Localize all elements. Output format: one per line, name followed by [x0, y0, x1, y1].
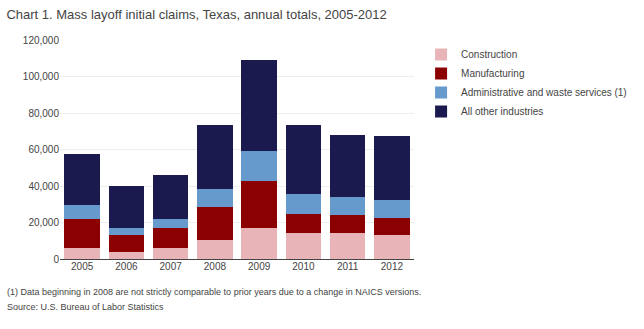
svg-text:100,000: 100,000 — [23, 71, 60, 82]
svg-text:Manufacturing: Manufacturing — [461, 68, 524, 79]
svg-text:0: 0 — [53, 254, 59, 265]
svg-text:2009: 2009 — [248, 261, 271, 272]
svg-text:2011: 2011 — [337, 261, 359, 272]
svg-text:2012: 2012 — [381, 261, 404, 272]
svg-text:2008: 2008 — [204, 261, 227, 272]
svg-text:80,000: 80,000 — [28, 108, 59, 119]
svg-text:2006: 2006 — [115, 261, 138, 272]
svg-text:Construction: Construction — [461, 49, 517, 60]
svg-text:2005: 2005 — [71, 261, 94, 272]
svg-text:Administrative and waste servi: Administrative and waste services (1) — [461, 87, 627, 98]
svg-text:60,000: 60,000 — [28, 144, 59, 155]
svg-text:Chart 1. Mass layoff initial c: Chart 1. Mass layoff initial claims, Tex… — [6, 7, 386, 22]
svg-text:2010: 2010 — [292, 261, 315, 272]
svg-text:2007: 2007 — [160, 261, 183, 272]
svg-text:40,000: 40,000 — [28, 181, 59, 192]
svg-text:120,000: 120,000 — [23, 35, 60, 46]
svg-text:(1) Data beginning in 2008 are: (1) Data beginning in 2008 are not stric… — [7, 287, 421, 297]
svg-text:20,000: 20,000 — [28, 217, 59, 228]
svg-text:Source: U.S. Bureau of Labor S: Source: U.S. Bureau of Labor Statistics — [7, 302, 164, 312]
svg-text:All other industries: All other industries — [461, 106, 543, 117]
